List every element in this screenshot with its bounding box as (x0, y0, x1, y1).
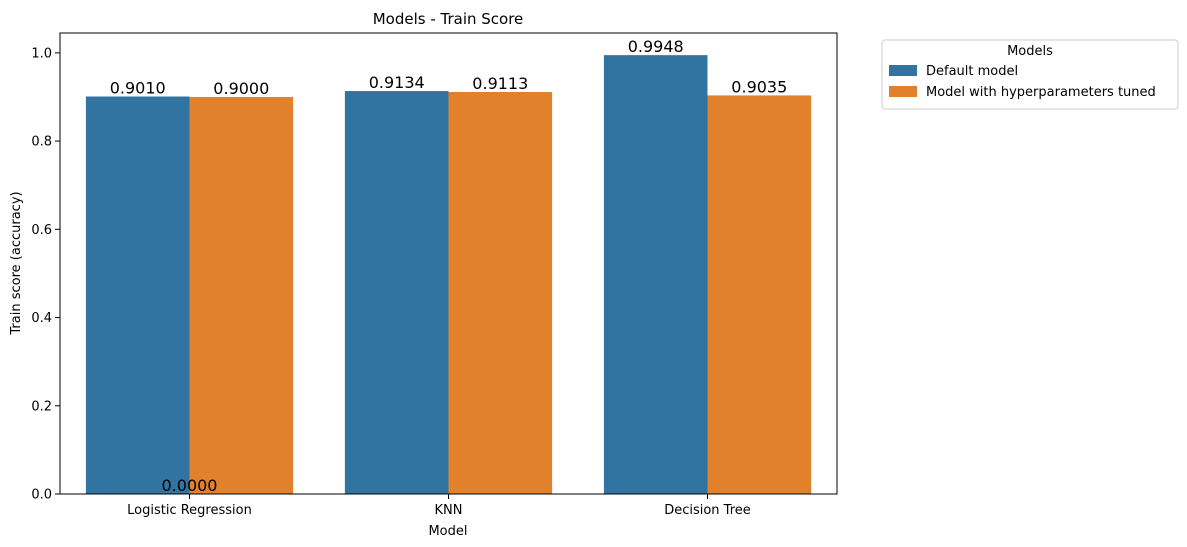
bar-0-0 (85, 96, 190, 494)
legend-swatch-1 (889, 86, 917, 97)
y-tick-label-1: 0.2 (31, 399, 52, 414)
bar-1-2 (707, 95, 812, 494)
chart-title: Models - Train Score (373, 10, 524, 28)
y-tick-label-5: 1.0 (31, 46, 52, 61)
x-axis: Logistic Regression KNN Decision Tree (127, 494, 751, 518)
bar-value-label-0-1: 0.9134 (369, 73, 425, 92)
data-labels-group: 0.9010 0.9000 0.9134 0.9113 0.9948 0.9035 0.00… (110, 37, 788, 495)
bar-value-label-0-0: 0.9010 (110, 79, 166, 98)
y-axis-label: Train score (accuracy) (9, 191, 24, 335)
bar-0-2 (603, 55, 708, 495)
legend: Models Default model Model with hyperpara… (881, 39, 1179, 110)
y-tick-label-3: 0.6 (31, 223, 52, 238)
bar-0-1 (344, 91, 449, 495)
x-tick-label-1: KNN (435, 503, 463, 518)
bar-value-label-1-2: 0.9035 (731, 77, 787, 96)
y-tick-label-0: 0.0 (31, 488, 52, 503)
legend-entries: Default model Model with hyperparameters … (889, 64, 1156, 100)
bar-value-label-0-2: 0.9948 (628, 37, 684, 56)
x-axis-label: Model (428, 524, 467, 539)
y-tick-label-4: 0.8 (31, 135, 52, 150)
legend-frame (881, 39, 1179, 110)
legend-title: Models (1007, 44, 1053, 59)
legend-swatch-0 (889, 65, 917, 76)
bar-1-0 (189, 96, 294, 495)
legend-label-0: Default model (926, 64, 1018, 79)
bar-value-label-1-1: 0.9113 (472, 74, 528, 93)
x-tick-label-0: Logistic Regression (127, 503, 252, 518)
y-axis: 0.0 0.2 0.4 0.6 0.8 1.0 (31, 46, 60, 503)
legend-label-1: Model with hyperparameters tuned (926, 85, 1156, 100)
bar-1-1 (448, 91, 553, 494)
bars-group (85, 55, 812, 495)
y-tick-label-2: 0.4 (31, 311, 52, 326)
x-tick-label-2: Decision Tree (664, 503, 751, 518)
extra-value-label-0: 0.0000 (162, 476, 218, 495)
bar-value-label-1-0: 0.9000 (213, 79, 269, 98)
